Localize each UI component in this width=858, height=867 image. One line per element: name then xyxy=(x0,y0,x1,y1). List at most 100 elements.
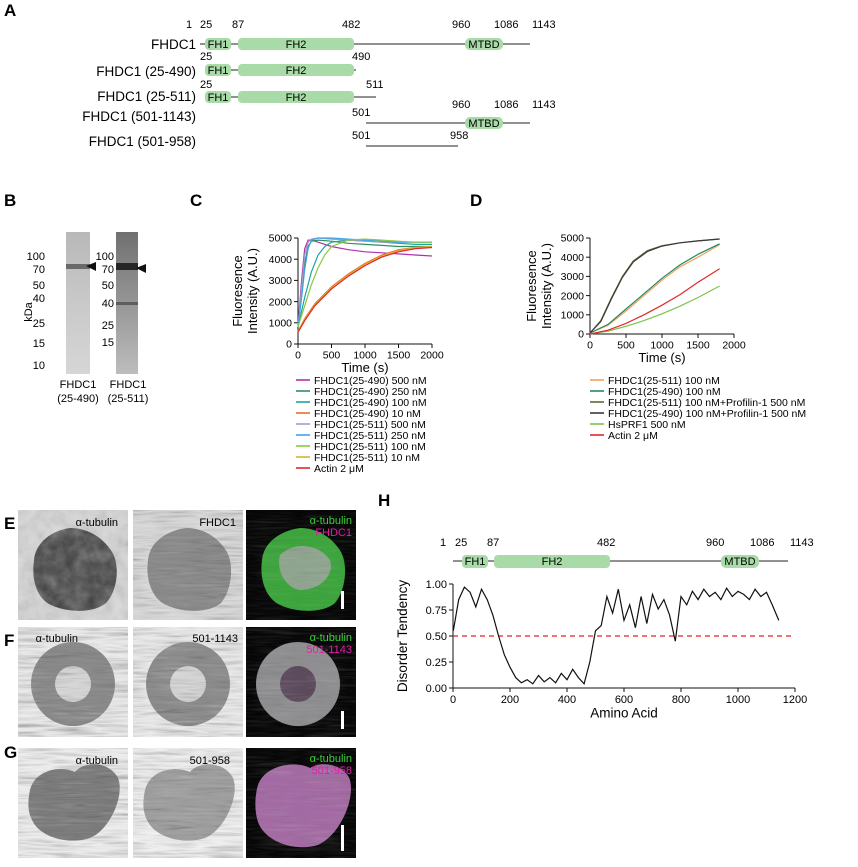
channel-label: 501-1143 xyxy=(192,633,238,645)
y-axis-label: Intensity (A.U.) xyxy=(539,243,554,329)
channel-label: FHDC1 xyxy=(199,517,236,529)
fh1-domain xyxy=(205,38,231,50)
marker-label: 25 xyxy=(33,318,45,330)
x-tick-label: 800 xyxy=(672,694,690,706)
number-label: 501 xyxy=(352,107,370,119)
y-tick-label: 1.00 xyxy=(426,579,447,591)
fh2-label: FH2 xyxy=(286,39,307,51)
x-tick-label: 1200 xyxy=(783,694,807,706)
number-label: 1143 xyxy=(532,19,556,31)
gel-band-2b xyxy=(116,302,138,305)
mtbd-domain xyxy=(465,117,503,129)
lane-label-2b: (25-511) xyxy=(108,393,149,405)
y-tick-label: 3000 xyxy=(561,271,585,283)
legend-label: FHDC1(25-511) 100 nM xyxy=(314,441,426,453)
number-label: 1 xyxy=(186,19,192,31)
fh1-label: FH1 xyxy=(208,92,229,104)
x-tick-label: 1500 xyxy=(387,350,411,362)
legend-label: FHDC1(25-490) 10 nM xyxy=(314,408,421,420)
merge-label-green: α-tubulin xyxy=(310,753,352,765)
series-line-2 xyxy=(297,239,432,328)
h-domain-numbers: 1 25 87 482 960 1086 1143 xyxy=(440,537,814,549)
construct-name-2: FHDC1 (25-490) xyxy=(96,64,196,79)
marker-label: 15 xyxy=(33,338,45,350)
lane-label-1a: FHDC1 xyxy=(60,379,97,391)
y-tick-label: 1000 xyxy=(269,317,293,329)
x-tick-label: 1500 xyxy=(686,340,710,352)
merge-label-magenta: 501-1143 xyxy=(306,644,352,656)
gel-lane-1 xyxy=(66,232,90,374)
x-axis-label: Time (s) xyxy=(638,350,685,365)
y-tick-label: 4000 xyxy=(561,252,585,264)
gel-markers-left: 100 70 50 40 25 15 10 xyxy=(27,251,45,372)
number-label: 1 xyxy=(440,537,446,549)
scale-bar xyxy=(341,711,344,729)
panel-letter-d: D xyxy=(470,191,482,210)
legend-label: FHDC1(25-511) 100 nM xyxy=(608,375,720,387)
series-line-1 xyxy=(297,239,433,328)
x-tick-label: 1000 xyxy=(353,350,377,362)
y-tick-label: 5000 xyxy=(561,233,585,245)
legend-label: FHDC1(25-511) 500 nM xyxy=(314,419,426,431)
number-label: 1086 xyxy=(750,537,774,549)
marker-label: 70 xyxy=(102,264,114,276)
legend-label: HsPRF1 500 nM xyxy=(608,419,686,431)
series-line-8 xyxy=(297,245,433,332)
fh1-domain xyxy=(205,64,231,76)
series-line-5 xyxy=(589,285,720,335)
y-tick-label: 2000 xyxy=(269,296,293,308)
series-line-7 xyxy=(297,238,432,328)
panel-letter-f: F xyxy=(4,631,14,650)
number-label: 482 xyxy=(597,537,615,549)
mtbd-label: MTBD xyxy=(468,118,499,130)
chart-c: 0 500 1000 1500 2000 0 1000 2000 3000 4000 5000 Tim… xyxy=(230,233,444,375)
number-label: 490 xyxy=(352,51,370,63)
texture-overlay xyxy=(133,748,243,858)
scale-bar xyxy=(341,591,344,609)
mtbd-label: MTBD xyxy=(468,39,499,51)
construct-name-1: FHDC1 xyxy=(151,37,196,52)
x-tick-label: 600 xyxy=(615,694,633,706)
y-tick-label: 0.00 xyxy=(426,683,447,695)
lane-label-2a: FHDC1 xyxy=(110,379,147,391)
x-tick-label: 0 xyxy=(587,340,593,352)
gel-markers-right: 100 70 50 40 25 15 xyxy=(96,251,114,349)
texture-overlay xyxy=(133,627,243,737)
number-label: 25 xyxy=(200,79,212,91)
legend-label: FHDC1(25-490) 100 nM+Profilin-1 500 nM xyxy=(608,408,806,420)
y-axis-label: Disorder Tendency xyxy=(395,580,410,693)
y-tick-label: 0.25 xyxy=(426,657,447,669)
legend-label: FHDC1(25-490) 500 nM xyxy=(314,375,427,387)
band-arrow-1 xyxy=(86,262,96,271)
number-label: 25 xyxy=(200,19,212,31)
fh1-domain xyxy=(205,91,231,103)
merge-label-magenta: 501-958 xyxy=(312,765,352,777)
series-line-1 xyxy=(452,586,780,686)
x-tick-label: 1000 xyxy=(726,694,750,706)
gel-band-2 xyxy=(116,263,138,270)
number-label: 87 xyxy=(487,537,499,549)
number-label: 1143 xyxy=(532,99,556,111)
row1-numbers: 1 25 87 482 960 1086 1143 xyxy=(186,19,556,31)
x-tick-label: 0 xyxy=(450,694,456,706)
legend-label: FHDC1(25-511) 250 nM xyxy=(314,430,426,442)
number-label: 960 xyxy=(706,537,724,549)
micrograph-row-e: α-tubulin FHDC1 α-tubulin FHDC1 xyxy=(18,510,356,620)
y-tick-label: 0 xyxy=(578,329,584,341)
panel-letter-b: B xyxy=(4,191,16,210)
fh1-label: FH1 xyxy=(465,556,486,568)
fh2-domain xyxy=(238,38,354,50)
number-label: 960 xyxy=(452,19,470,31)
panel-letter-h: H xyxy=(378,491,390,510)
mtbd-domain xyxy=(721,555,759,568)
number-label: 482 xyxy=(342,19,360,31)
panel-letter-g: G xyxy=(4,743,17,762)
x-tick-label: 400 xyxy=(558,694,576,706)
legend-d: FHDC1(25-511) 100 nM FHDC1(25-490) 100 nM… xyxy=(590,375,806,442)
marker-label: 25 xyxy=(102,320,114,332)
x-tick-label: 1000 xyxy=(650,340,674,352)
marker-label: 40 xyxy=(102,298,114,310)
number-label: 501 xyxy=(352,130,370,142)
y-tick-label: 0.50 xyxy=(426,631,447,643)
